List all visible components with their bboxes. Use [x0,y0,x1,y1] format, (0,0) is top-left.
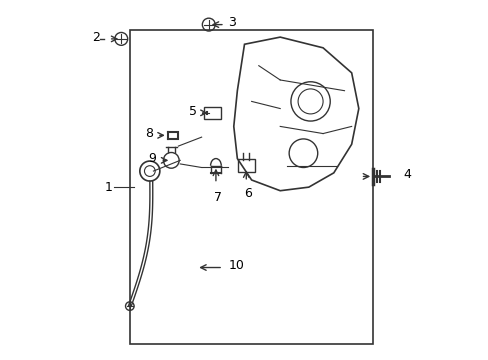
Text: 10: 10 [228,259,244,272]
Text: 3: 3 [228,16,236,29]
Text: 1: 1 [104,181,112,194]
Text: 7: 7 [213,191,221,204]
Text: 2: 2 [92,31,100,44]
Text: 4: 4 [403,168,410,181]
Text: 5: 5 [188,105,197,118]
Text: 6: 6 [244,187,251,200]
Text: 9: 9 [148,152,156,166]
Text: 8: 8 [145,127,153,140]
